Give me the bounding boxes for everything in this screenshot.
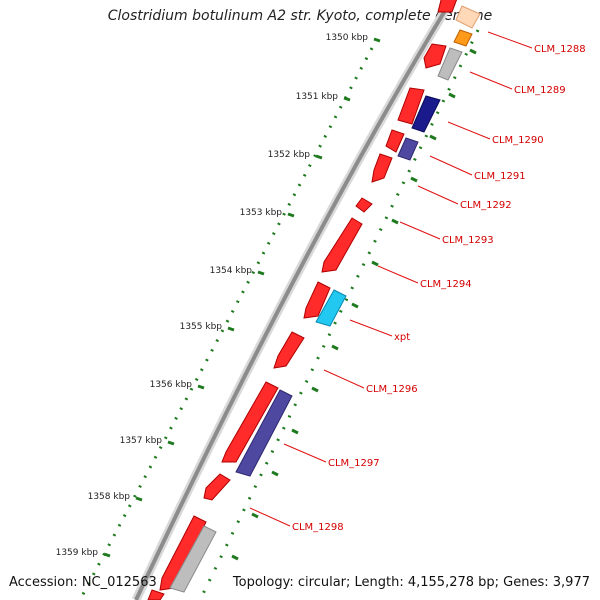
gene-label-leader <box>447 121 491 140</box>
gene-feature-red[interactable] <box>385 129 405 153</box>
gene-label-leader <box>249 507 291 527</box>
gene-feature-orange[interactable] <box>453 29 473 47</box>
gene-feature-red[interactable] <box>371 153 393 183</box>
inner-track-tick <box>351 302 359 309</box>
gene-feature-red[interactable] <box>147 589 165 600</box>
gene-feature-slate[interactable] <box>397 137 419 161</box>
gene-label-leader <box>469 71 513 90</box>
gene-label-leader <box>429 155 473 176</box>
inner-track-tick <box>311 386 319 393</box>
gene-feature-peach[interactable] <box>455 5 481 29</box>
gene-feature-navy[interactable] <box>411 95 441 133</box>
kbp-major-tick <box>343 96 351 102</box>
gene-label[interactable]: CLM_1294 <box>420 279 472 290</box>
gene-label-leader <box>323 369 365 389</box>
major-tick-group <box>103 37 381 558</box>
inner-track-tick <box>469 48 477 55</box>
inner-track-tick <box>331 344 339 351</box>
kbp-major-tick <box>287 212 295 218</box>
inner-track-tick <box>231 554 239 561</box>
gene-label[interactable]: CLM_1297 <box>328 458 380 469</box>
gene-feature-slate[interactable] <box>235 389 293 477</box>
kbp-tick-label: 1359 kbp <box>56 548 99 558</box>
kbp-major-tick <box>135 496 143 502</box>
gene-label[interactable]: xpt <box>394 332 410 343</box>
map-title: Clostridium botulinum A2 str. Kyoto, com… <box>107 8 493 24</box>
gene-label[interactable]: CLM_1298 <box>292 522 344 533</box>
kbp-tick-label: 1350 kbp <box>326 33 369 43</box>
inner-track-tick <box>391 218 399 225</box>
gene-feature-red[interactable] <box>273 331 305 369</box>
gene-label-group: CLM_1288 CLM_1289 CLM_1290 CLM_1291 CLM_1292… <box>292 44 586 533</box>
inner-strand-genes <box>169 5 481 593</box>
gene-feature-red[interactable] <box>355 197 373 213</box>
kbp-major-tick <box>197 384 205 390</box>
gene-feature-red[interactable] <box>397 87 425 125</box>
gene-feature-red[interactable] <box>203 473 231 501</box>
kbp-major-tick <box>167 440 175 446</box>
kbp-tick-label: 1356 kbp <box>150 380 193 390</box>
gene-label[interactable]: CLM_1296 <box>366 384 418 395</box>
inner-track-tick <box>271 470 279 477</box>
kbp-major-tick <box>103 552 111 558</box>
inner-track-tick <box>251 512 259 519</box>
genome-summary-text: Topology: circular; Length: 4,155,278 bp… <box>232 575 590 590</box>
gene-label[interactable]: CLM_1289 <box>514 85 566 96</box>
kbp-tick-label: 1357 kbp <box>120 436 163 446</box>
kbp-tick-label: 1355 kbp <box>180 322 223 332</box>
gene-feature-red[interactable] <box>437 0 458 13</box>
gene-feature-red[interactable] <box>423 43 447 69</box>
outer-strand-genes <box>147 0 458 600</box>
kbp-tick-label: 1358 kbp <box>88 492 131 502</box>
kbp-label-group: 1350 kbp 1351 kbp 1352 kbp 1353 kbp 1354 kbp… <box>56 33 369 558</box>
gene-label[interactable]: CLM_1292 <box>460 200 512 211</box>
inner-track-tick <box>410 176 418 183</box>
inner-track-tick <box>429 134 437 141</box>
gene-label[interactable]: CLM_1291 <box>474 171 526 182</box>
kbp-tick-label: 1351 kbp <box>296 92 339 102</box>
inner-track-tick <box>291 428 299 435</box>
gene-label[interactable]: CLM_1290 <box>492 135 544 146</box>
kbp-major-tick <box>227 326 235 332</box>
inner-track-tick <box>448 92 456 99</box>
kbp-major-tick <box>373 37 381 43</box>
kbp-tick-label: 1354 kbp <box>210 266 253 276</box>
kbp-major-tick <box>257 270 265 276</box>
gene-label-leader <box>377 265 419 284</box>
genome-backbone-shadow <box>131 1 453 600</box>
gene-label-leader <box>487 31 533 49</box>
gene-feature-red[interactable] <box>221 381 279 463</box>
inner-track-tick <box>371 260 379 267</box>
gene-label[interactable]: CLM_1293 <box>442 235 494 246</box>
gene-feature-red[interactable] <box>159 515 207 591</box>
gene-label-leader <box>399 221 441 240</box>
gene-label-leader <box>417 185 459 205</box>
gene-label-leader <box>283 443 327 463</box>
gene-label[interactable]: CLM_1288 <box>534 44 586 55</box>
kbp-major-tick <box>315 154 323 160</box>
inner-dotted-track <box>198 29 480 600</box>
gene-feature-red[interactable] <box>321 217 363 273</box>
inner-tick-group <box>231 48 477 561</box>
gene-feature-cyan[interactable] <box>315 289 347 327</box>
gene-label-leader <box>349 319 393 337</box>
gene-feature-gray[interactable] <box>169 525 217 593</box>
kbp-tick-label: 1352 kbp <box>268 150 311 160</box>
gene-feature-gray[interactable] <box>437 47 463 81</box>
kbp-tick-label: 1353 kbp <box>240 208 283 218</box>
gene-feature-red[interactable] <box>303 281 331 319</box>
genome-backbone <box>134 2 451 600</box>
accession-text: Accession: NC_012563 <box>9 575 157 590</box>
label-leader-group <box>249 31 533 527</box>
